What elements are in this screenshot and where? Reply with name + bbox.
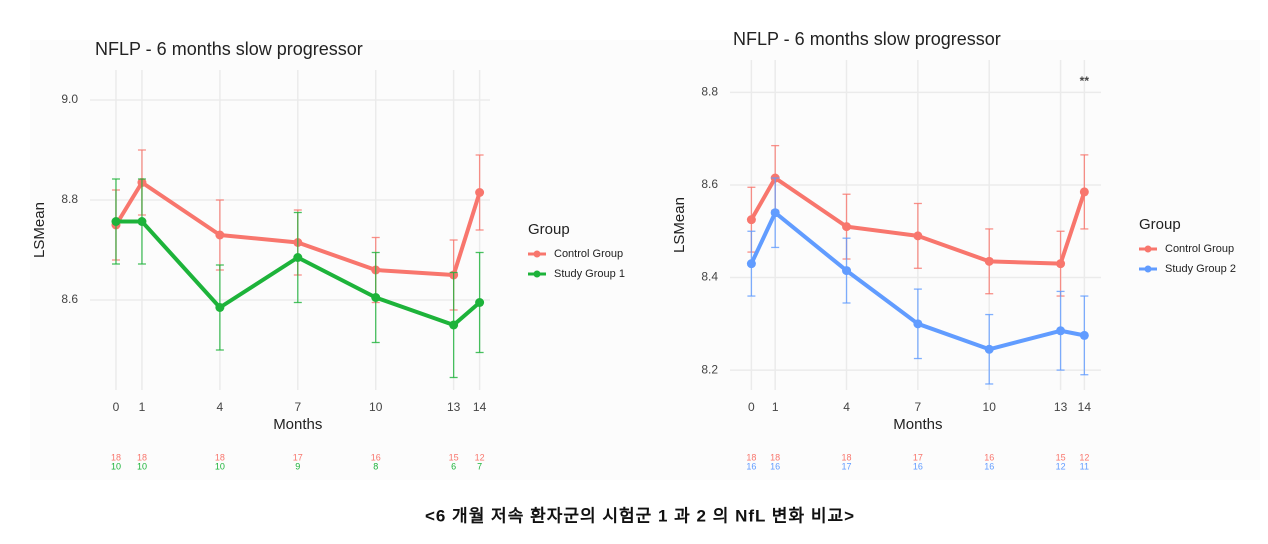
count-label: 18 [770,452,780,462]
data-point [449,320,459,330]
y-tick-label: 8.2 [701,362,718,376]
data-point [111,217,121,226]
caption: <6 개월 저속 환자군의 시험군 1 과 2 의 NfL 변화 비교> [425,505,855,525]
count-label: 10 [215,461,225,471]
count-label: 16 [913,461,923,471]
data-point [1056,259,1066,269]
legend-swatch [533,250,541,258]
data-point [913,231,923,241]
data-point [137,217,147,226]
y-tick-label: 8.6 [61,292,78,306]
count-label: 11 [1080,461,1089,471]
data-point [475,298,485,307]
data-point [1079,187,1089,197]
legend-title: Group [1139,216,1181,233]
count-label: 10 [137,461,147,471]
count-label: 7 [477,461,482,471]
count-label: 18 [111,452,121,462]
count-label: 12 [475,452,485,462]
annotation: ** [1080,74,1090,88]
y-tick-label: 8.4 [701,270,718,284]
legend-label: Study Group 1 [554,268,625,280]
y-tick-label: 8.6 [701,177,718,191]
count-label: 18 [746,452,756,462]
legend-label: Control Group [1165,243,1234,255]
data-point [293,253,303,262]
x-axis-label: Months [893,416,942,433]
x-tick-label: 7 [294,400,301,414]
count-label: 18 [215,452,225,462]
panel-background [30,40,680,480]
data-point [746,259,756,269]
legend-title: Group [528,221,570,238]
count-label: 12 [1079,452,1089,462]
data-point [215,230,225,240]
data-point [984,256,994,266]
count-label: 17 [842,461,852,471]
y-tick-label: 8.8 [701,85,718,99]
legend-swatch [1144,265,1152,273]
x-tick-label: 0 [113,400,120,414]
x-tick-label: 4 [843,400,850,414]
x-tick-label: 14 [1078,400,1092,414]
panel-background [680,40,1260,480]
y-axis-label: LSMean [671,197,688,253]
data-point [215,303,225,312]
count-label: 18 [842,452,852,462]
x-tick-label: 13 [447,400,461,414]
count-label: 15 [449,452,459,462]
x-tick-label: 10 [983,400,997,414]
chart-title: NFLP - 6 months slow progressor [95,39,363,59]
data-point [1056,326,1066,336]
count-label: 16 [984,461,994,471]
x-tick-label: 13 [1054,400,1068,414]
count-label: 16 [984,452,994,462]
x-tick-label: 14 [473,400,487,414]
count-label: 9 [295,461,300,471]
x-tick-label: 7 [915,400,922,414]
count-label: 12 [1056,461,1066,471]
data-point [770,208,780,218]
x-tick-label: 1 [139,400,146,414]
count-label: 17 [913,452,923,462]
data-point [842,266,852,276]
legend-swatch [533,270,541,278]
x-tick-label: 10 [369,400,383,414]
y-axis-label: LSMean [31,202,48,258]
count-label: 16 [746,461,756,471]
x-axis-label: Months [273,416,322,433]
y-tick-label: 8.8 [61,192,78,206]
data-point [984,344,994,354]
legend-label: Study Group 2 [1165,263,1236,275]
count-label: 6 [451,461,456,471]
data-point [1079,330,1089,340]
count-label: 16 [770,461,780,471]
data-point [475,188,485,197]
y-tick-label: 9.0 [61,92,78,106]
count-label: 17 [293,452,303,462]
count-label: 18 [137,452,147,462]
data-point [746,215,756,225]
data-point [913,319,923,329]
x-tick-label: 1 [772,400,779,414]
data-point [842,222,852,232]
legend-swatch [1144,245,1152,253]
count-label: 16 [371,452,381,462]
data-point [371,293,381,302]
x-tick-label: 4 [217,400,224,414]
count-label: 15 [1056,452,1066,462]
count-label: 8 [373,461,378,471]
legend-label: Control Group [554,248,623,260]
count-label: 10 [111,461,121,471]
x-tick-label: 0 [748,400,755,414]
chart-title: NFLP - 6 months slow progressor [733,29,1001,49]
